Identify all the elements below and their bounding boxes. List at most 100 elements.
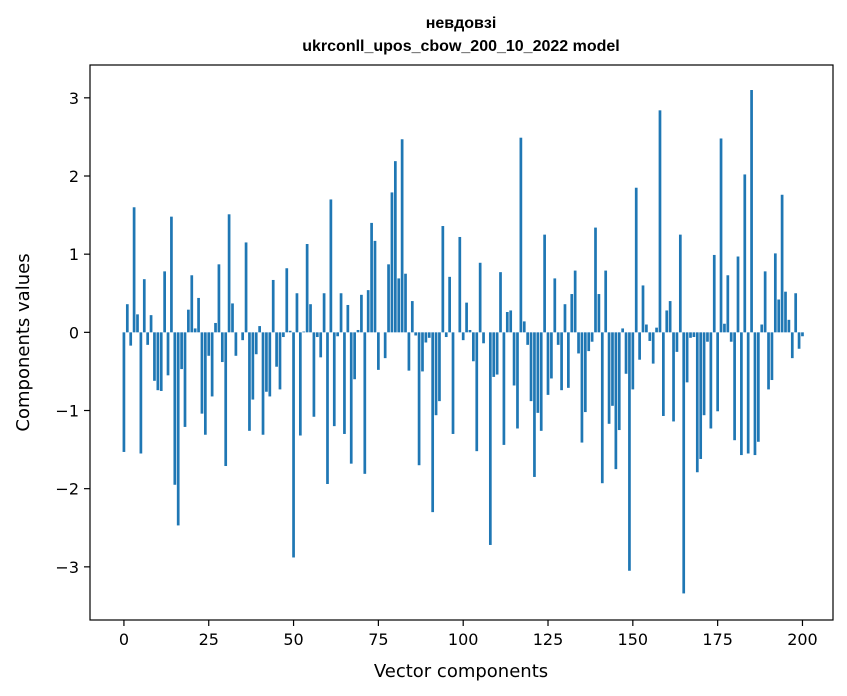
bar-component-38 (251, 332, 255, 400)
bar-component-136 (583, 332, 587, 413)
bar-component-128 (556, 332, 560, 345)
y-tick-label: −2 (55, 480, 79, 499)
bar-component-191 (770, 332, 774, 381)
bar-component-46 (278, 332, 282, 390)
bar-component-193 (777, 299, 781, 333)
bar-component-68 (353, 332, 356, 380)
bar-component-67 (349, 332, 353, 464)
bar-component-7 (146, 332, 150, 345)
bar-component-110 (495, 332, 499, 375)
bar-component-92 (434, 332, 438, 416)
bar-component-2 (129, 332, 133, 346)
bar-component-80 (393, 161, 397, 333)
bar-component-73 (370, 222, 373, 333)
bar-component-24 (203, 332, 207, 435)
bar-component-71 (363, 332, 367, 474)
bar-component-112 (502, 332, 506, 445)
bar-component-199 (797, 332, 801, 349)
y-tick-label: 0 (69, 323, 79, 342)
bar-component-182 (740, 332, 743, 456)
bar-component-18 (183, 332, 187, 427)
bar-component-134 (577, 332, 580, 354)
x-tick-label: 50 (283, 630, 303, 649)
bar-component-11 (159, 332, 163, 391)
bar-component-200 (801, 332, 804, 337)
bar-component-125 (546, 332, 550, 395)
bar-component-176 (719, 138, 723, 333)
bar-component-53 (302, 331, 306, 333)
bar-component-190 (767, 332, 770, 390)
bar-component-159 (662, 332, 665, 416)
bar-component-147 (621, 328, 625, 333)
bar-component-21 (193, 328, 197, 333)
bar-component-50 (292, 332, 295, 558)
bar-component-169 (695, 332, 699, 473)
bar-component-44 (271, 279, 275, 333)
bar-component-87 (417, 332, 421, 466)
bar-component-171 (702, 332, 706, 416)
bar-component-45 (275, 332, 278, 367)
chart-subtitle: ukrconll_upos_cbow_200_10_2022 model (302, 38, 619, 55)
bar-component-109 (492, 332, 496, 377)
bar-component-151 (634, 187, 638, 333)
bar-component-37 (248, 332, 251, 431)
bar-component-31 (227, 214, 231, 333)
bar-component-28 (217, 264, 221, 333)
bar-component-126 (550, 332, 553, 379)
bar-component-77 (383, 332, 387, 359)
bar-component-121 (533, 332, 536, 477)
bar-component-120 (529, 332, 533, 402)
y-tick-label: −1 (55, 402, 79, 421)
bar-component-197 (790, 332, 794, 359)
bar-component-99 (458, 236, 462, 333)
bar-component-36 (244, 242, 248, 333)
bar-component-124 (543, 234, 546, 333)
bar-component-101 (465, 302, 468, 333)
bar-component-179 (729, 332, 733, 342)
bar-component-118 (522, 321, 526, 333)
bar-component-194 (780, 194, 784, 333)
bar-component-8 (149, 315, 153, 333)
bar-component-43 (268, 332, 272, 397)
bar-component-89 (424, 332, 428, 343)
bar-component-23 (200, 332, 204, 414)
bar-component-25 (207, 332, 211, 356)
bar-component-91 (431, 332, 435, 513)
bar-component-49 (288, 330, 292, 333)
bar-component-168 (692, 332, 696, 338)
bar-component-113 (505, 312, 509, 333)
bar-component-153 (641, 285, 645, 333)
bar-component-75 (377, 332, 380, 370)
bar-component-181 (736, 256, 740, 333)
bar-component-106 (482, 332, 485, 344)
bar-component-39 (254, 332, 258, 355)
bar-component-100 (461, 332, 465, 341)
bar-component-0 (122, 332, 126, 452)
bar-component-141 (600, 332, 604, 484)
bar-component-139 (594, 227, 597, 333)
bar-component-96 (448, 276, 451, 333)
bar-component-1 (125, 304, 129, 333)
bar-component-30 (224, 332, 228, 467)
y-tick-label: 3 (69, 89, 79, 108)
bar-component-152 (638, 332, 641, 360)
bar-component-117 (519, 137, 523, 333)
bar-component-93 (438, 332, 441, 402)
bar-component-5 (139, 332, 143, 454)
bar-component-26 (210, 332, 214, 397)
bar-component-60 (326, 332, 329, 484)
bar-component-108 (488, 332, 492, 545)
bar-component-15 (173, 332, 177, 485)
bar-component-58 (319, 332, 323, 358)
bar-component-3 (132, 207, 136, 333)
bar-component-10 (156, 332, 160, 391)
bar-component-137 (587, 332, 591, 352)
bar-component-95 (444, 332, 448, 338)
bar-component-198 (794, 293, 798, 333)
bar-component-163 (675, 332, 679, 352)
y-tick-label: −3 (55, 558, 79, 577)
bar-component-16 (176, 332, 180, 526)
bar-component-149 (628, 332, 631, 571)
bar-component-150 (631, 332, 635, 390)
